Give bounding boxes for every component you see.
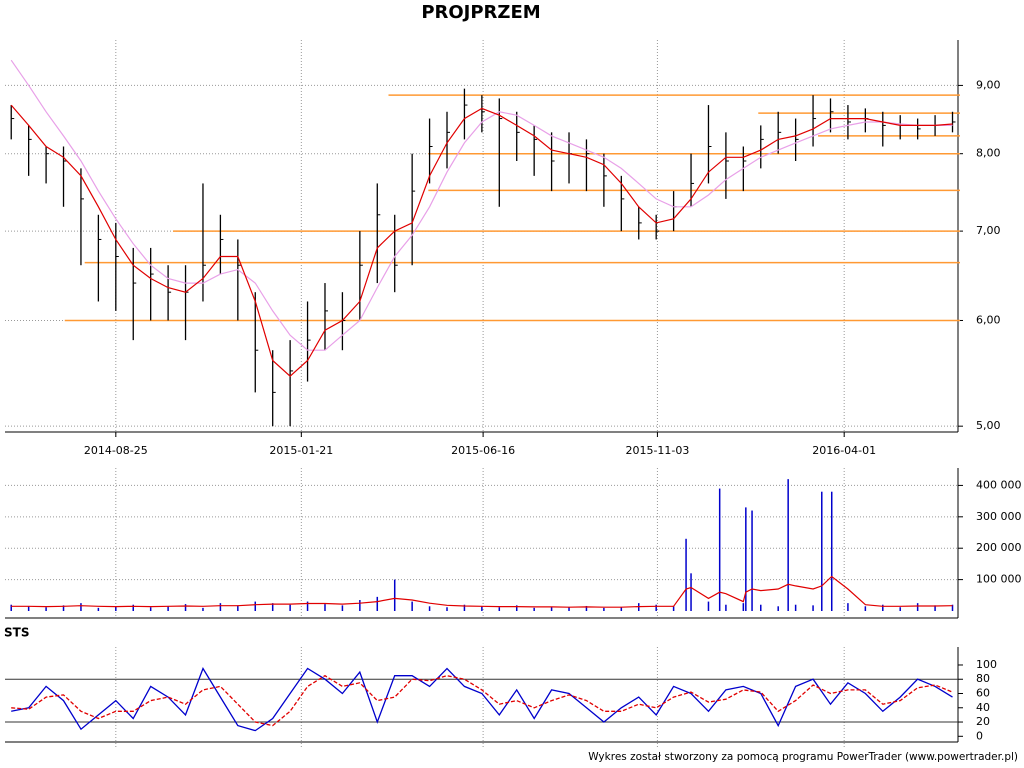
volume-bar [237, 605, 239, 611]
volume-bar [777, 606, 779, 611]
volume-bar [916, 603, 919, 611]
volume-bar [393, 579, 396, 611]
volume-bar [10, 604, 12, 611]
y-tick-label: 200 000 [976, 541, 1022, 554]
volume-bar [951, 604, 954, 611]
volume-bar [289, 604, 291, 611]
volume-bar [864, 606, 867, 611]
volume-bar [341, 605, 344, 611]
sts-line [11, 667, 953, 732]
y-tick-label: 20 [976, 715, 990, 728]
volume-bar [184, 604, 187, 611]
volume-bar [97, 607, 100, 611]
footer: Wykres został stworzony za pomocą progra… [588, 751, 1018, 763]
volume-bar [80, 603, 82, 611]
volume-bar [812, 605, 814, 611]
volume-bar [787, 479, 789, 611]
volume-bar [585, 605, 588, 611]
moving-average [10, 59, 953, 351]
volume-bar [550, 606, 553, 611]
volume-bar [45, 607, 47, 611]
volume-bar [794, 604, 797, 611]
y-tick-label: 8,00 [976, 147, 1001, 160]
moving-average [11, 575, 953, 608]
y-tick-label: 6,00 [976, 313, 1001, 326]
volume-bar [62, 605, 65, 611]
panel-title: STS [4, 626, 29, 640]
volume-bar [655, 604, 657, 611]
y-tick-label: 60 [976, 687, 990, 700]
volume-bar [324, 604, 326, 611]
volume-bar [685, 538, 687, 611]
volume-bar [672, 606, 675, 611]
volume-bar [707, 601, 710, 611]
volume-bar [847, 603, 849, 611]
y-tick-label: 9,00 [976, 78, 1001, 91]
y-tick-label: 300 000 [976, 510, 1022, 523]
volume-bar [690, 573, 692, 611]
x-tick-label: 2015-01-21 [269, 444, 333, 457]
volume-bar [725, 604, 727, 611]
x-tick-label: 2014-08-25 [84, 444, 148, 457]
x-tick-label: 2015-11-03 [625, 444, 689, 457]
volume-bar [132, 604, 134, 611]
volume-bar [745, 507, 747, 611]
volume-bar [718, 488, 721, 611]
volume-bar [533, 607, 535, 611]
moving-average [10, 104, 953, 378]
chart-title: PROJPRZEM [421, 2, 540, 23]
volume-bar [271, 603, 274, 611]
volume-bar [27, 606, 30, 611]
y-tick-label: 80 [976, 672, 990, 685]
y-tick-label: 7,00 [976, 224, 1001, 237]
volume-bar [149, 607, 152, 611]
volume-bar [620, 607, 623, 611]
volume-bar [202, 607, 204, 611]
volume-bar [515, 605, 518, 611]
volume-bar [463, 604, 466, 611]
volume-bar [481, 606, 483, 611]
volume-bar [751, 510, 753, 611]
x-tick-label: 2016-04-01 [812, 444, 876, 457]
volume-bar [760, 604, 762, 611]
y-tick-label: 40 [976, 701, 990, 714]
volume-bar [167, 605, 169, 611]
volume-bar [428, 606, 431, 611]
volume-bar [899, 607, 901, 611]
volume-bar [603, 607, 605, 611]
volume-bar [821, 491, 823, 611]
y-tick-label: 0 [976, 729, 983, 742]
y-tick-label: 5,00 [976, 419, 1001, 432]
sts-line [11, 674, 953, 727]
volume-bar [742, 603, 745, 611]
volume-bar [254, 601, 257, 611]
volume-bar [411, 601, 413, 611]
volume-bar [568, 607, 570, 611]
volume-bar [376, 596, 379, 611]
volume-bar [306, 601, 309, 611]
volume-bar [934, 605, 936, 611]
volume-bar [219, 603, 222, 611]
x-tick-label: 2015-06-16 [451, 444, 515, 457]
y-tick-label: 100 [976, 658, 997, 671]
volume-bar [359, 600, 361, 611]
y-tick-label: 100 000 [976, 573, 1022, 586]
volume-bar [115, 606, 117, 611]
volume-bar [446, 607, 448, 611]
volume-bar [830, 491, 833, 611]
volume-bar [498, 607, 501, 611]
y-tick-label: 400 000 [976, 478, 1022, 491]
volume-bar [882, 604, 884, 611]
